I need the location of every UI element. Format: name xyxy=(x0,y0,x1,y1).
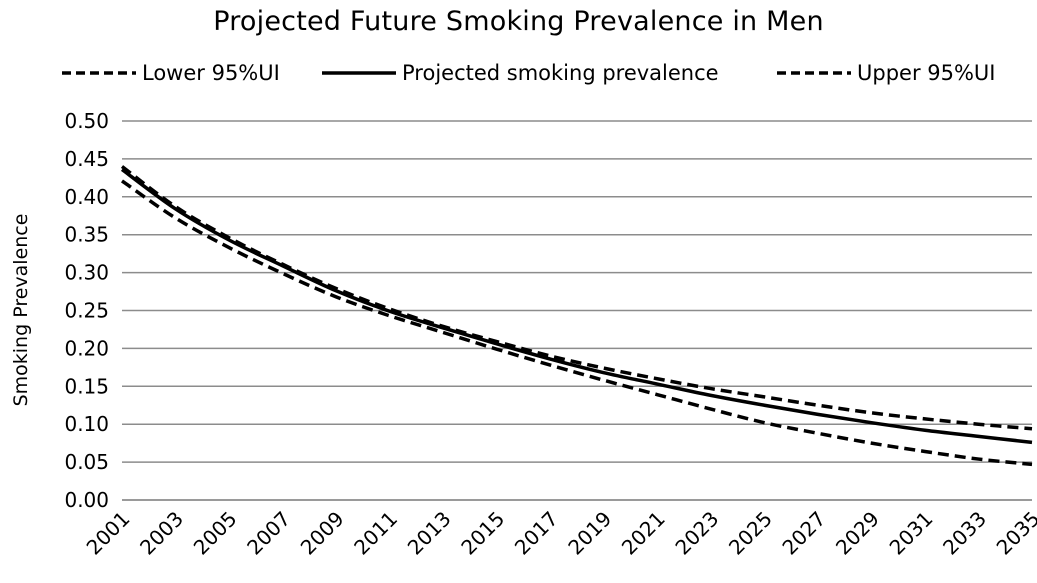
y-tick-label: 0.50 xyxy=(64,109,109,133)
x-tick-label: 2029 xyxy=(831,507,884,560)
x-tick-label: 2001 xyxy=(82,507,135,560)
legend-dashed-line-swatch xyxy=(777,71,851,75)
x-tick-label: 2015 xyxy=(456,507,509,560)
series-line-lower-95-ui xyxy=(121,179,1033,467)
legend-label-lower-95-ui: Lower 95%UI xyxy=(142,61,280,85)
axes: 0.00 0.05 0.10 0.15 0.20 0.25 0.30 0.35 0.40 0.45… xyxy=(64,109,1037,560)
x-tick-label: 2027 xyxy=(777,507,830,560)
y-axis-title: Smoking Prevalence xyxy=(10,214,32,407)
x-tick-label: 2033 xyxy=(938,507,991,560)
y-tick-label: 0.15 xyxy=(64,374,109,398)
y-tick-label: 0.10 xyxy=(64,412,109,436)
x-tick-label: 2023 xyxy=(670,507,723,560)
x-tick-label: 2009 xyxy=(296,507,349,560)
x-tick-label: 2007 xyxy=(242,507,295,560)
x-tick-label: 2005 xyxy=(189,507,242,560)
legend-item-projected: Projected smoking prevalence xyxy=(322,58,719,88)
y-tick-label: 0.30 xyxy=(64,261,109,285)
series-line-projected xyxy=(120,168,1033,445)
gridlines xyxy=(122,120,1032,501)
y-tick-label: 0.35 xyxy=(64,223,109,247)
x-tick-label: 2035 xyxy=(992,507,1037,560)
y-tick-label: 0.00 xyxy=(64,488,109,512)
legend-item-lower-95-ui: Lower 95%UI xyxy=(62,58,280,88)
y-tick-label: 0.20 xyxy=(64,336,109,360)
y-tick-label: 0.05 xyxy=(64,450,109,474)
legend-solid-line-swatch xyxy=(322,71,396,75)
x-tick-label: 2021 xyxy=(617,507,670,560)
legend-label-upper-95-ui: Upper 95%UI xyxy=(857,61,996,85)
chart-title: Projected Future Smoking Prevalence in M… xyxy=(213,6,824,37)
x-tick-label: 2003 xyxy=(135,507,188,560)
series-lines xyxy=(120,165,1033,467)
x-tick-label: 2025 xyxy=(724,507,777,560)
legend-label-projected: Projected smoking prevalence xyxy=(402,61,719,85)
x-tick-label: 2017 xyxy=(510,507,563,560)
y-tick-label: 0.40 xyxy=(64,185,109,209)
legend: Lower 95%UI Projected smoking prevalence… xyxy=(0,58,1037,88)
series-line-upper-95-ui xyxy=(120,165,1033,431)
legend-item-upper-95-ui: Upper 95%UI xyxy=(777,58,996,88)
x-tick-label: 2011 xyxy=(349,507,402,560)
y-tick-label: 0.45 xyxy=(64,147,109,171)
x-tick-label: 2019 xyxy=(563,507,616,560)
y-tick-label: 0.25 xyxy=(64,299,109,323)
legend-dashed-line-swatch xyxy=(62,71,136,75)
x-tick-label: 2031 xyxy=(885,507,938,560)
x-tick-label: 2013 xyxy=(403,507,456,560)
